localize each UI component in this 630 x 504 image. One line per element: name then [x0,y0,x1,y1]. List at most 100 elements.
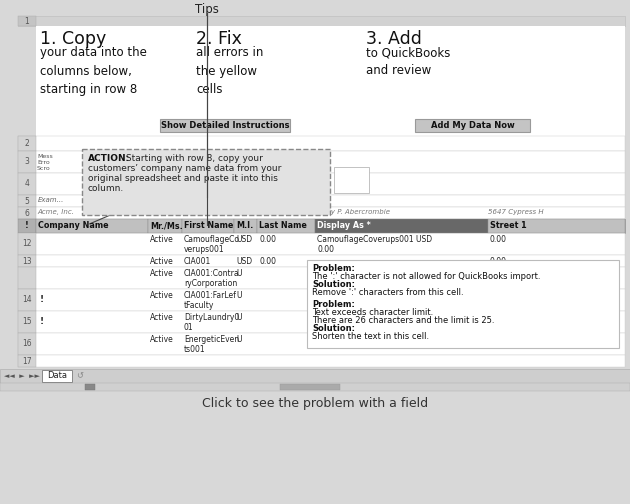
Text: CamouflageCoverups001 USD
0.00: CamouflageCoverups001 USD 0.00 [317,235,432,255]
Text: 0.00: 0.00 [259,257,276,266]
Text: USD: USD [236,235,252,244]
Text: 2: 2 [25,139,30,148]
Text: Display As *: Display As * [317,221,370,230]
Text: There are 26 characters and the limit is 25.: There are 26 characters and the limit is… [312,316,495,325]
Bar [148,219,182,233]
Bar [315,219,488,233]
Text: Starting with row 8, copy your: Starting with row 8, copy your [123,154,263,163]
Bar [18,255,36,267]
Bar [18,267,625,289]
Text: Data: Data [47,371,67,381]
Text: 0.00: 0.00 [490,235,507,244]
Text: Scro: Scro [37,166,51,171]
Text: 5647 Cypress H: 5647 Cypress H [488,209,544,215]
Text: P.: P. [234,209,239,215]
Text: Problem:: Problem: [312,264,355,273]
Text: Active: Active [150,291,174,300]
Text: Last Name: Last Name [259,221,307,230]
Bar [18,219,36,233]
Bar [18,207,625,219]
Bar [0,383,630,391]
Text: U: U [236,291,241,300]
Text: 5: 5 [25,197,30,206]
Bar [415,119,530,132]
Text: customers’ company name data from your: customers’ company name data from your [88,164,282,173]
Text: CIA001: CIA001 [184,257,211,266]
Text: 6: 6 [25,209,30,218]
Text: !: ! [40,318,44,327]
Bar [18,173,36,195]
Bar [280,384,340,390]
Text: Street 1: Street 1 [490,221,527,230]
Bar [0,369,630,383]
Text: U: U [236,335,241,344]
Text: column.: column. [88,184,124,193]
Text: Active: Active [150,313,174,322]
Text: U: U [236,269,241,278]
Text: 1: 1 [25,17,30,26]
Text: Ms.: Ms. [148,209,160,215]
Bar [18,136,625,151]
Text: CIA001:Contra
ryCorporation: CIA001:Contra ryCorporation [184,269,239,288]
Text: Active: Active [150,335,174,344]
Text: Exam...: Exam... [38,197,64,203]
Text: 1. Copy: 1. Copy [40,30,106,48]
Text: 4: 4 [25,179,30,188]
Bar [18,267,36,289]
Bar [18,136,36,151]
Text: original spreadsheet and paste it into this: original spreadsheet and paste it into t… [88,174,278,183]
Text: Active: Active [150,257,174,266]
Bar [42,370,72,382]
Bar [18,289,36,311]
Bar [36,219,148,233]
Text: Abercrombie: Abercrombie [257,209,302,215]
Text: 12: 12 [22,239,32,248]
Bar [18,151,36,173]
Bar [18,255,625,267]
Text: Problem:: Problem: [312,300,355,309]
Bar [488,219,625,233]
Bar [18,219,625,233]
Bar [307,260,619,348]
Text: 15: 15 [22,318,32,327]
Bar [82,149,330,215]
Text: all errors in
the yellow
cells: all errors in the yellow cells [196,46,263,96]
Bar [18,207,36,219]
Text: 2. Fix: 2. Fix [196,30,242,48]
Bar [160,119,290,132]
Text: 3: 3 [25,157,30,166]
Text: CIA001:FarLef
tFaculty: CIA001:FarLef tFaculty [184,291,237,310]
Text: First Name: First Name [184,221,233,230]
Bar [334,167,369,193]
Text: 3. Add: 3. Add [366,30,422,48]
Text: Kristy P. Abercrombie: Kristy P. Abercrombie [315,209,390,215]
Bar [36,26,625,136]
Text: Kristy: Kristy [182,209,202,215]
Text: ACTION:: ACTION: [88,154,130,163]
Text: your data into the
columns below,
starting in row 8: your data into the columns below, starti… [40,46,147,96]
Text: Company Name: Company Name [38,221,108,230]
Bar [18,311,36,333]
Text: Mr./Ms.: Mr./Ms. [150,221,183,230]
Bar [18,333,36,355]
Bar [18,16,36,26]
Text: Solution:: Solution: [312,280,355,289]
Bar [18,355,36,367]
Text: The ':' character is not allowed for QuickBooks import.: The ':' character is not allowed for Qui… [312,272,541,281]
Bar [18,233,625,255]
Text: USD: USD [236,257,252,266]
Text: Erro: Erro [37,160,50,165]
Text: Remove ':' characters from this cell.: Remove ':' characters from this cell. [312,288,464,297]
Bar [18,311,625,333]
Text: 16: 16 [22,340,32,348]
Bar [18,16,625,26]
Bar [234,219,257,233]
Text: Click to see the problem with a field: Click to see the problem with a field [202,397,428,410]
Text: Show Detailed Instructions: Show Detailed Instructions [161,121,289,130]
Bar [18,355,625,367]
Text: Text exceeds character limit.: Text exceeds character limit. [312,308,433,317]
Text: 14: 14 [22,295,32,304]
Bar [18,289,625,311]
Text: 0.00: 0.00 [490,257,507,266]
Bar [18,151,625,173]
